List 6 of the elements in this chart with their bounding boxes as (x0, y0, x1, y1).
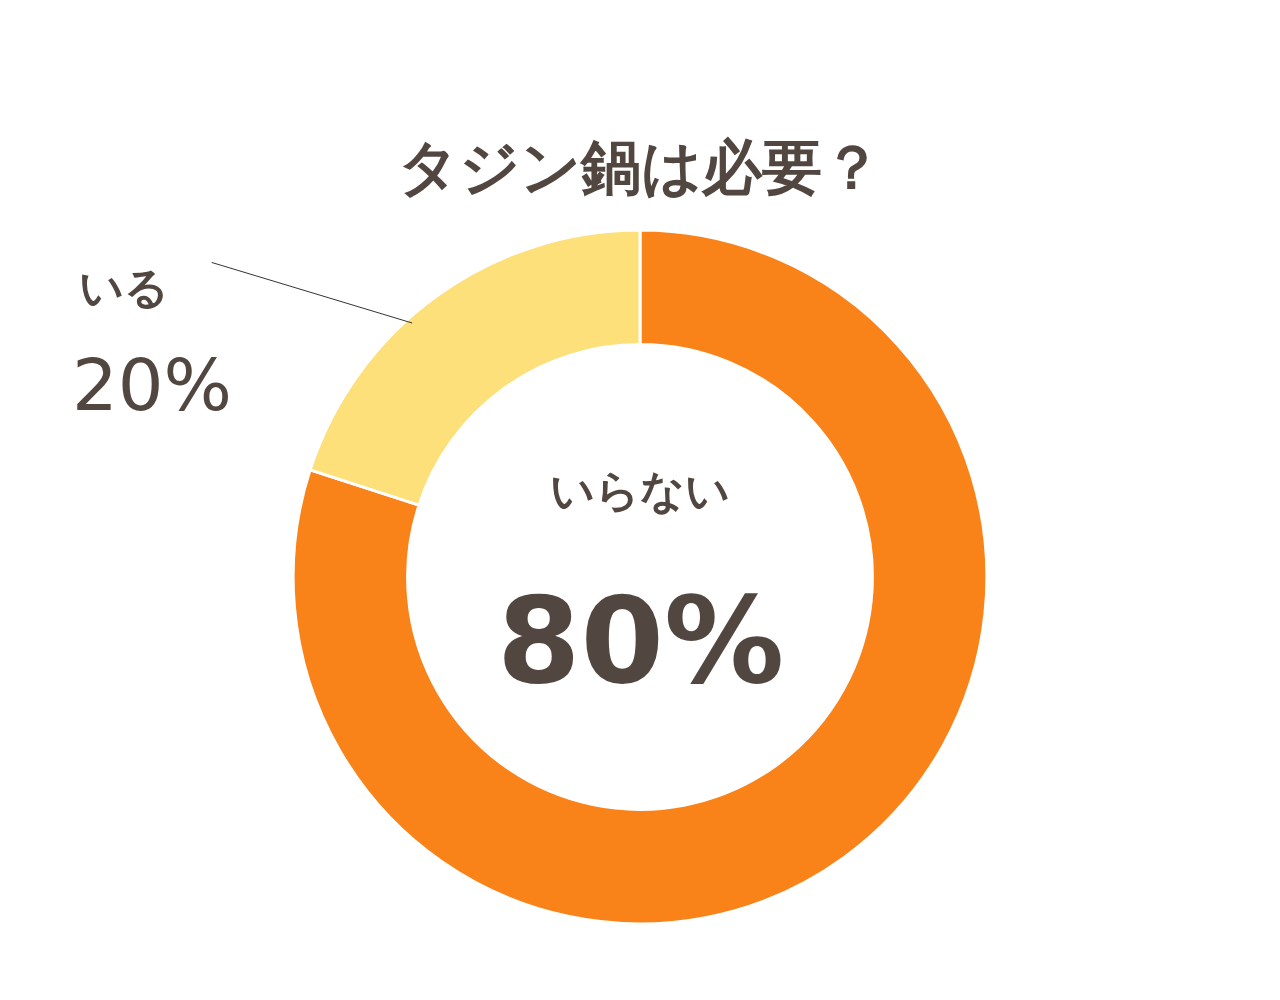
data-label: 80% (497, 571, 785, 710)
donut-slice (292, 228, 989, 925)
data-label: 20% (72, 343, 233, 427)
chart-title: タジン鍋は必要？ (398, 132, 882, 202)
slice-label: いる (79, 262, 169, 313)
slice-label: いらない (550, 465, 730, 516)
